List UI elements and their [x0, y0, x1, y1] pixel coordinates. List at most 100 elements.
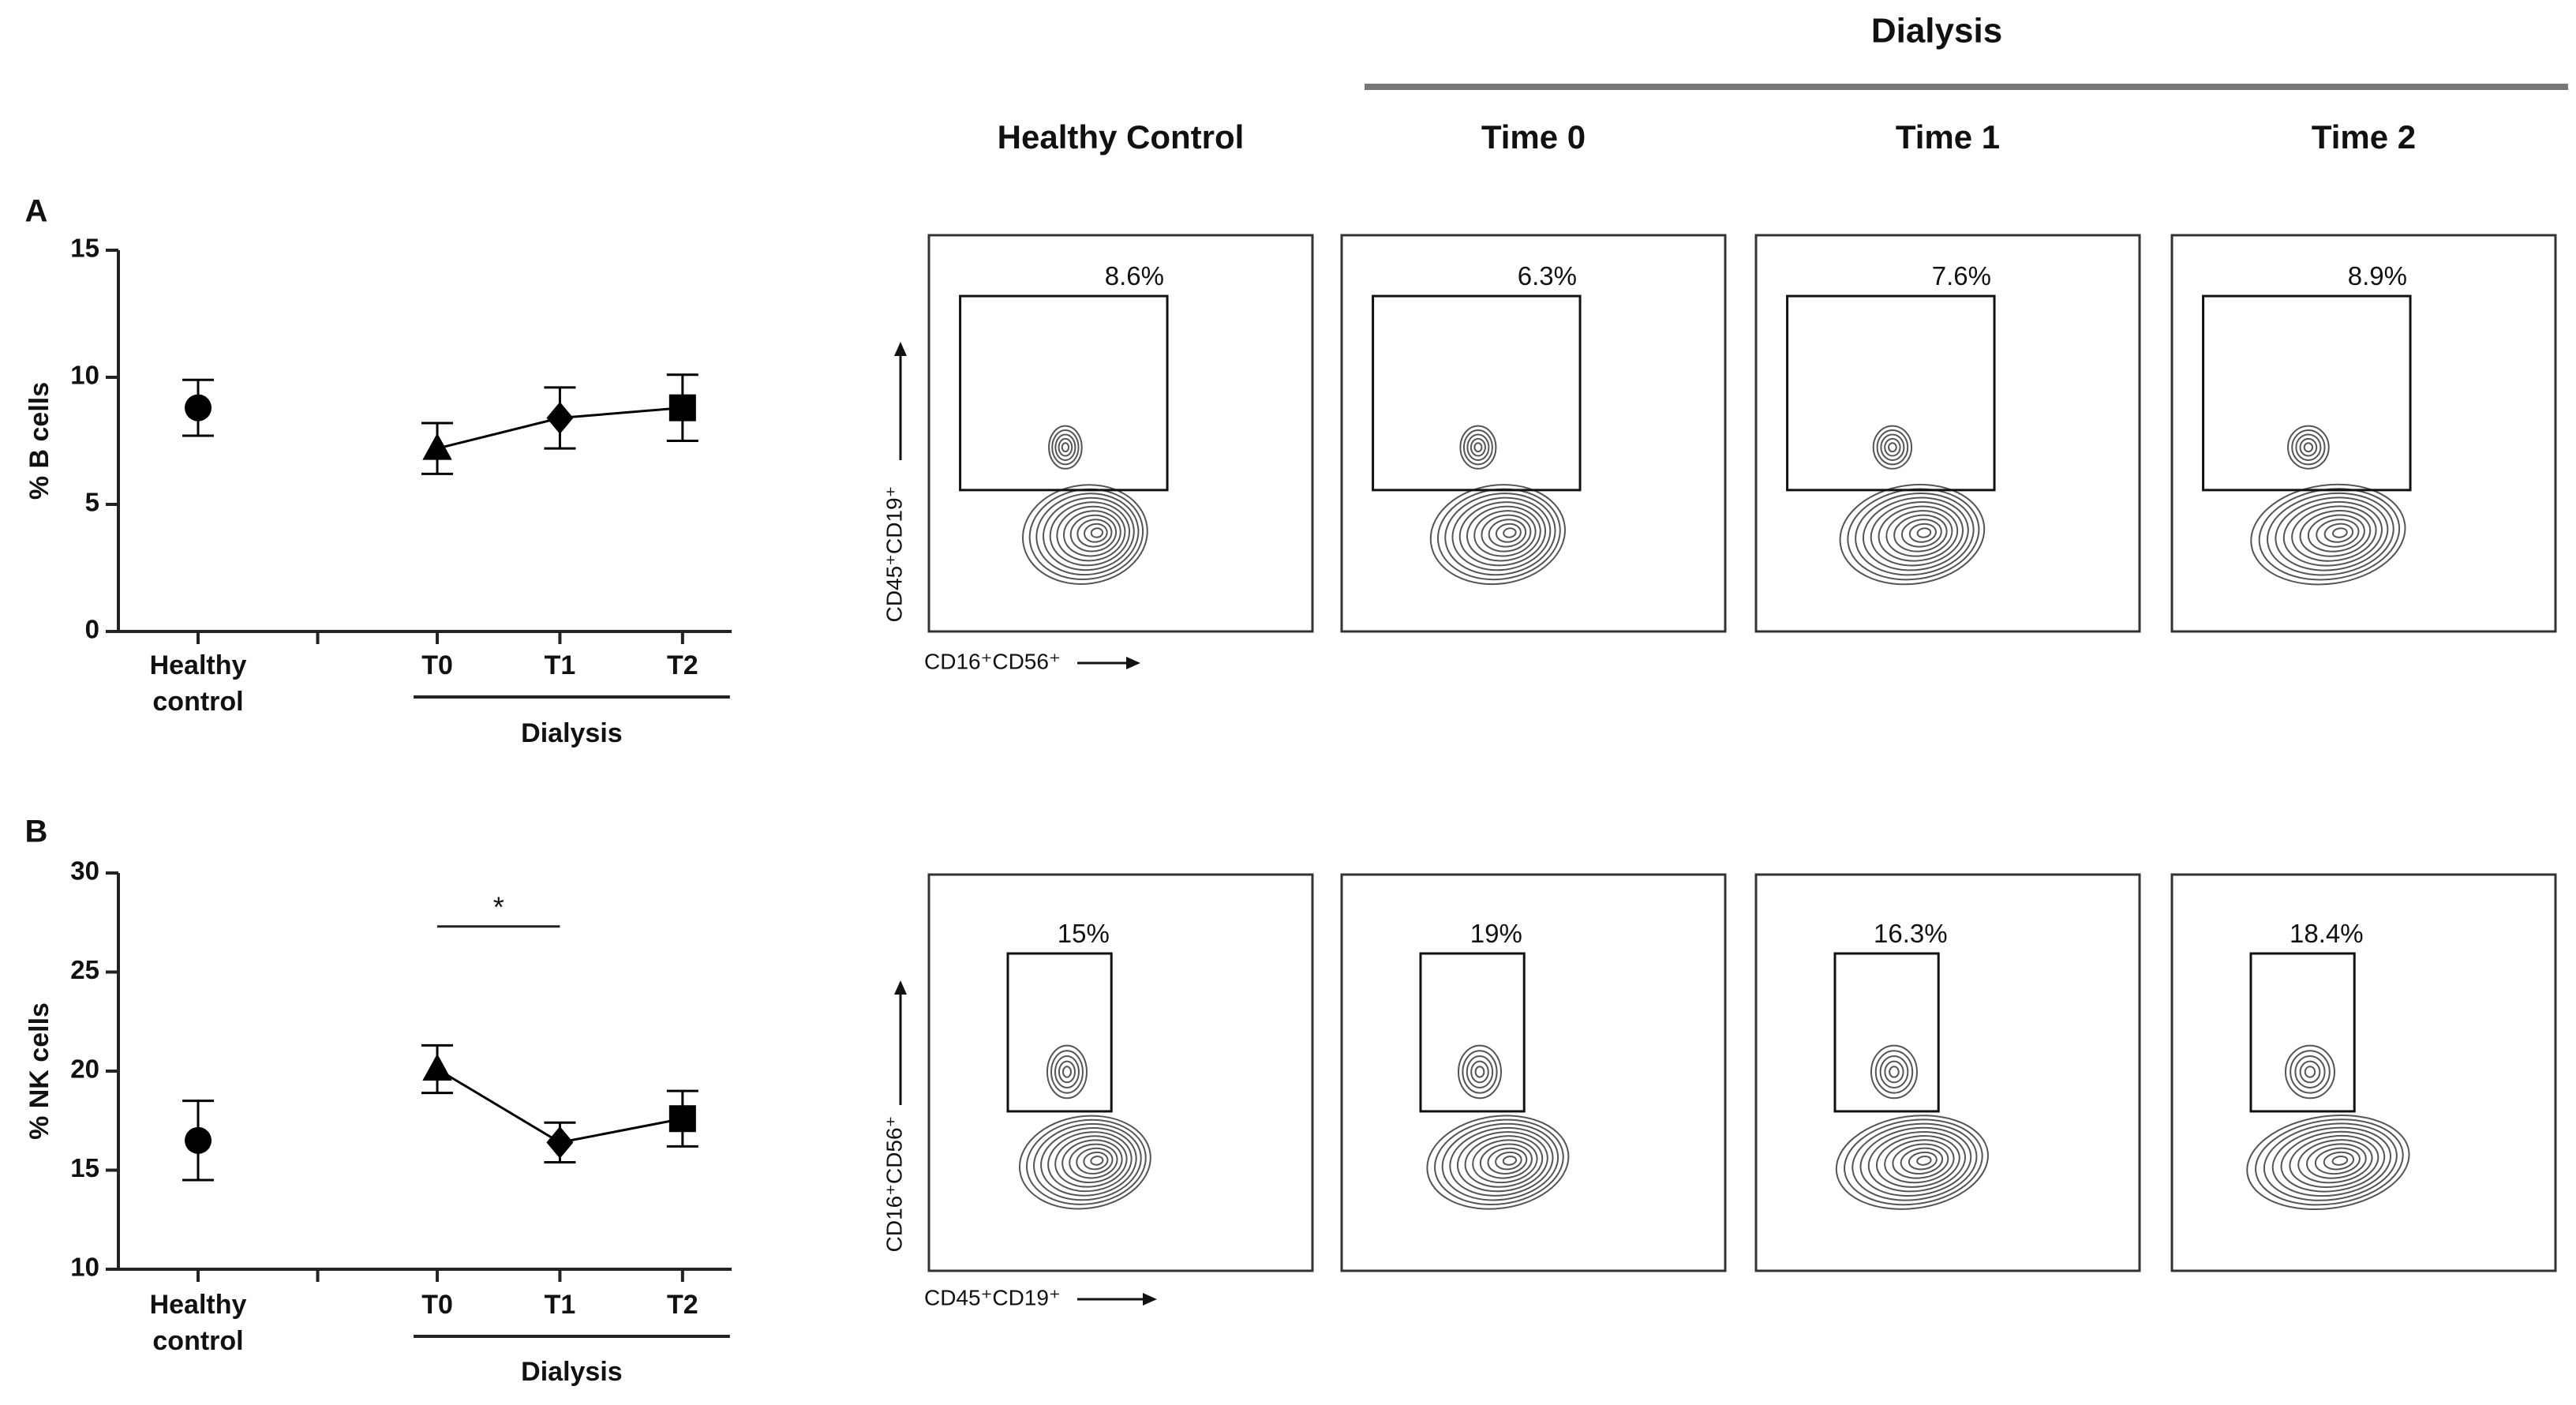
y-tick-label: 10 [70, 361, 99, 390]
contour [2299, 510, 2372, 557]
contour [1862, 496, 1969, 571]
contour [1451, 496, 1552, 571]
contour [2291, 505, 2377, 562]
arrow-head [894, 342, 907, 356]
contour [1908, 1151, 1938, 1171]
gate-percent: 6.3% [1518, 261, 1577, 290]
flow-panel [1340, 873, 1727, 1272]
contour [1470, 437, 1486, 457]
contour [1839, 483, 1986, 586]
contour [1884, 1139, 1955, 1184]
contour [1462, 1050, 1498, 1094]
contour [1051, 429, 1080, 466]
contour [2314, 1147, 2361, 1175]
y-axis-label: % NK cells [24, 1002, 54, 1140]
contour [2287, 425, 2330, 470]
group-label: Dialysis [521, 718, 623, 748]
contour [1870, 501, 1964, 567]
x-tick-label: T1 [544, 1290, 576, 1320]
contour [1061, 1066, 1072, 1078]
contour [1434, 1118, 1564, 1206]
flow-panel [1340, 234, 1727, 633]
contour [1061, 1139, 1123, 1184]
marker [546, 402, 574, 434]
contour [1876, 429, 1909, 466]
contour [2304, 1066, 2316, 1078]
contour [1852, 1122, 1978, 1201]
contour [1063, 510, 1121, 557]
column-header: Time 1 [1896, 118, 2000, 155]
contour [1879, 1055, 1909, 1088]
contour [1054, 433, 1076, 461]
contour [1892, 1143, 1949, 1179]
x-tick-label: T2 [666, 1290, 698, 1320]
contour [1076, 519, 1113, 548]
contour [1084, 523, 1108, 543]
marker [422, 1053, 452, 1081]
contour [1462, 429, 1493, 466]
gate [1372, 294, 1582, 492]
gate [959, 294, 1169, 492]
gate-percent: 19% [1470, 919, 1522, 948]
y-tick-label: 15 [70, 234, 99, 263]
x-tick-label: Healthy control [149, 1290, 247, 1356]
y-tick-label: 5 [85, 488, 99, 517]
contour [1466, 433, 1490, 461]
contour [1035, 493, 1140, 576]
contour [2323, 523, 2354, 543]
contour [2299, 1060, 2321, 1084]
contour [2332, 527, 2348, 538]
y-tick-label: 30 [70, 856, 99, 886]
contour [1466, 1055, 1494, 1088]
contour [1870, 1044, 1918, 1100]
contour [1083, 1151, 1109, 1171]
contour [1058, 1060, 1076, 1084]
y-tick-label: 25 [70, 955, 99, 984]
contour [2331, 1156, 2349, 1166]
contour [1908, 523, 1937, 543]
contour [1502, 1156, 1518, 1166]
contour [1872, 425, 1913, 470]
contour [1893, 514, 1948, 553]
gate-percent: 8.6% [1105, 261, 1164, 290]
x-tick-label: T0 [421, 1290, 453, 1320]
contour [2294, 1055, 2326, 1088]
contour [1900, 1147, 1944, 1175]
gate-percent: 8.9% [2348, 261, 2407, 290]
arrow-head [1126, 657, 1140, 669]
contour [1056, 505, 1126, 562]
contour [2323, 1151, 2355, 1171]
contour [1058, 437, 1073, 457]
flow-panel [2170, 234, 2557, 633]
gate [1833, 952, 1940, 1113]
contour [1458, 501, 1547, 567]
contour [1473, 442, 1483, 453]
arrow-head [1143, 1293, 1157, 1306]
contour [1022, 484, 1148, 585]
flow-y-label: CD16⁺CD56⁺ [882, 1116, 906, 1253]
contour [1470, 1060, 1489, 1084]
contour [2280, 1130, 2386, 1193]
y-tick-label: 15 [70, 1153, 99, 1182]
x-tick-label: T0 [421, 650, 453, 680]
group-label: Dialysis [521, 1357, 623, 1387]
contour [1048, 425, 1083, 470]
gate-percent: 7.6% [1932, 261, 1991, 290]
flow-panel [1754, 234, 2141, 633]
contour [1888, 442, 1897, 453]
column-header: Healthy Control [998, 118, 1245, 155]
y-tick-label: 0 [85, 615, 99, 644]
contour [2289, 1135, 2379, 1188]
flow-panel [927, 873, 1314, 1272]
contour [1033, 1122, 1142, 1201]
gate [2249, 952, 2356, 1113]
contour [1880, 433, 1905, 461]
column-header: Time 2 [2312, 118, 2416, 155]
contour [1488, 519, 1527, 548]
contour [1859, 1126, 1972, 1197]
contour [1867, 1130, 1967, 1193]
significance-label: * [493, 890, 504, 923]
marker [668, 1105, 696, 1133]
gate [1419, 952, 1526, 1113]
